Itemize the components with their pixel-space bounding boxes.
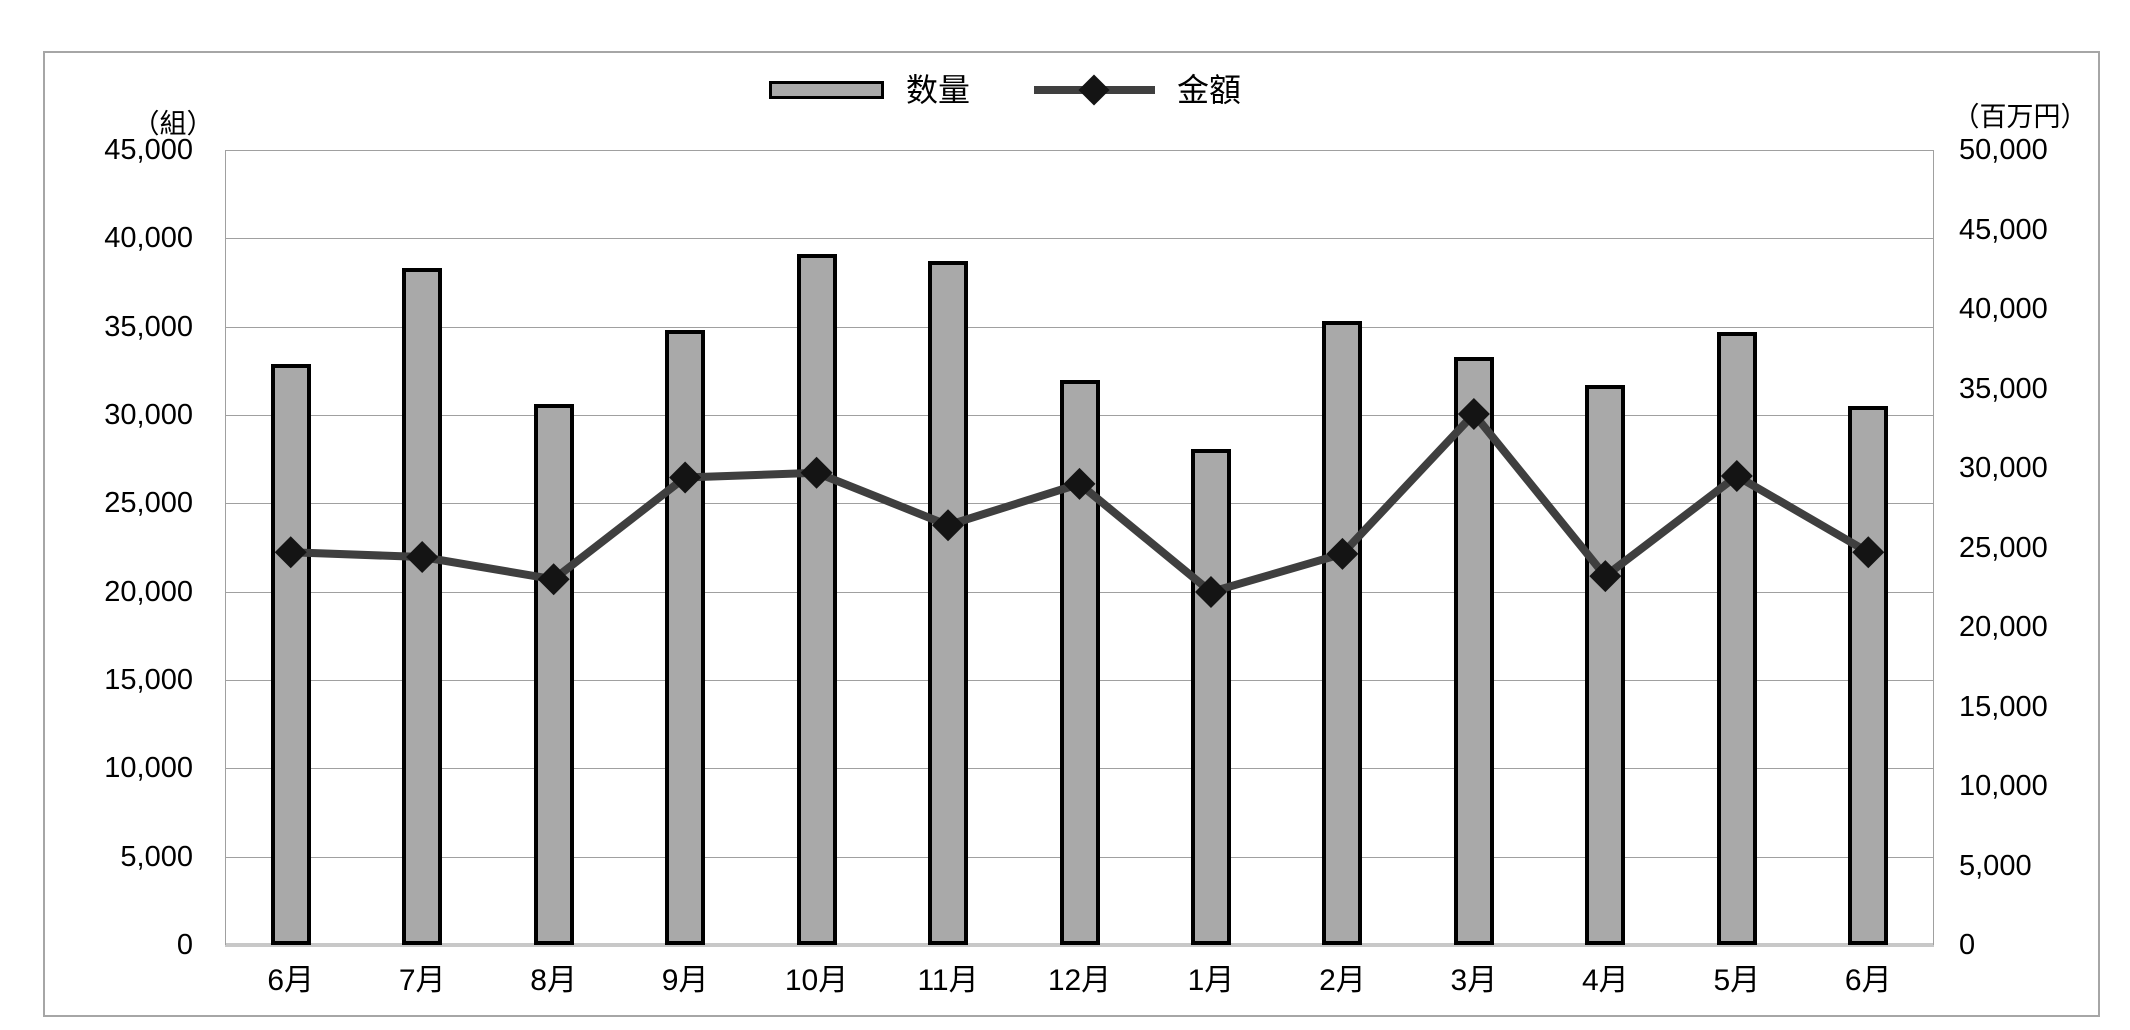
x-axis-baseline [225,943,1934,947]
quantity-bar-swatch-icon [769,81,884,99]
x-axis-label-7月: 7月 [398,964,446,997]
quantity-bar-8月 [533,404,574,945]
amount-marker-6月 [274,536,307,569]
legend-item-quantity: 数量 [769,67,970,113]
quantity-bar-1月 [1190,448,1231,945]
x-axis-label-10月: 10月 [784,964,849,997]
right-axis-tick-label: 10,000 [1959,770,2048,802]
x-axis-label-3月: 3月 [1450,964,1498,997]
gridline [225,238,1934,240]
amount-line-chart [274,397,1885,609]
chart-figure: 数量 金額 （組） （百万円） 45,000 40,000 35,000 30,000… [43,51,2100,1017]
quantity-bar-10月 [796,254,837,945]
amount-line-swatch-icon [1034,74,1156,106]
right-axis-tick-label: 15,000 [1959,690,2048,723]
amount-marker-1月 [1194,576,1227,609]
left-axis-tick-label: 0 [176,929,193,961]
amount-diamond-marker-icon [1078,74,1110,106]
left-axis-tick-label: 20,000 [104,575,193,608]
amount-line [290,407,1871,597]
amount-marker-6月 [1852,536,1885,569]
x-axis-label-5月: 5月 [1713,964,1761,997]
left-axis-tick-label: 5,000 [120,840,193,873]
x-axis-label-6月: 6月 [267,964,315,997]
right-axis-tick-label: 25,000 [1959,531,2048,564]
right-axis-tick-label: 50,000 [1959,134,2048,166]
chart-legend: 数量 金額 [769,67,1241,113]
legend-label-quantity: 数量 [906,72,971,108]
right-axis-tick-label: 5,000 [1959,849,2032,882]
gridline [225,150,1934,151]
quantity-bar-5月 [1716,331,1757,945]
right-axis-tick-label: 30,000 [1959,452,2048,484]
quantity-bar-9月 [665,330,706,945]
x-axis-label-6月: 6月 [1844,964,1892,997]
x-axis-label-11月: 11月 [917,964,979,997]
left-axis-unit: （組） [132,109,214,139]
legend-label-amount: 金額 [1177,72,1242,108]
quantity-bar-2月 [1322,321,1363,945]
amount-marker-8月 [537,563,570,596]
amount-marker-5月 [1720,459,1753,492]
right-axis-unit: （百万円） [1952,102,2088,132]
left-axis-tick-label: 25,000 [104,487,193,520]
left-axis-tick-label: 30,000 [104,399,193,431]
amount-marker-11月 [932,509,965,542]
amount-marker-2月 [1326,537,1359,570]
x-axis-label-8月: 8月 [530,964,577,997]
left-axis-tick-label: 15,000 [104,664,193,696]
left-axis-tick-label: 35,000 [104,310,193,343]
quantity-bar-4月 [1585,384,1626,945]
amount-marker-7月 [406,541,439,574]
left-axis-tick-label: 45,000 [104,134,193,166]
left-axis-tick-label: 40,000 [104,222,193,255]
right-axis-tick-label: 0 [1959,929,1976,961]
right-axis-tick-label: 40,000 [1959,293,2048,325]
plot-right-border [1933,150,1934,945]
quantity-bar-6月 [1848,406,1889,945]
right-axis-tick-label: 45,000 [1959,213,2048,246]
right-axis-tick-label: 20,000 [1959,611,2048,643]
left-axis-tick-label: 10,000 [104,752,193,785]
amount-marker-9月 [669,461,702,494]
quantity-bar-3月 [1453,356,1494,945]
quantity-bar-11月 [928,261,969,945]
amount-marker-12月 [1063,467,1096,500]
legend-item-amount: 金額 [1034,67,1241,113]
amount-marker-3月 [1457,397,1490,430]
amount-marker-10月 [800,456,833,489]
x-axis-label-4月: 4月 [1582,964,1629,997]
quantity-bar-7月 [402,268,443,945]
x-axis-label-1月: 1月 [1187,964,1235,997]
amount-marker-4月 [1589,560,1622,593]
x-axis-label-9月: 9月 [661,964,709,997]
x-axis-label-12月: 12月 [1047,964,1112,997]
plot-left-border [225,150,226,945]
right-axis-tick-label: 35,000 [1959,372,2048,405]
gridline [225,326,1934,328]
quantity-bar-6月 [270,363,311,945]
x-axis-label-2月: 2月 [1319,964,1366,997]
plot-area [225,150,1934,947]
